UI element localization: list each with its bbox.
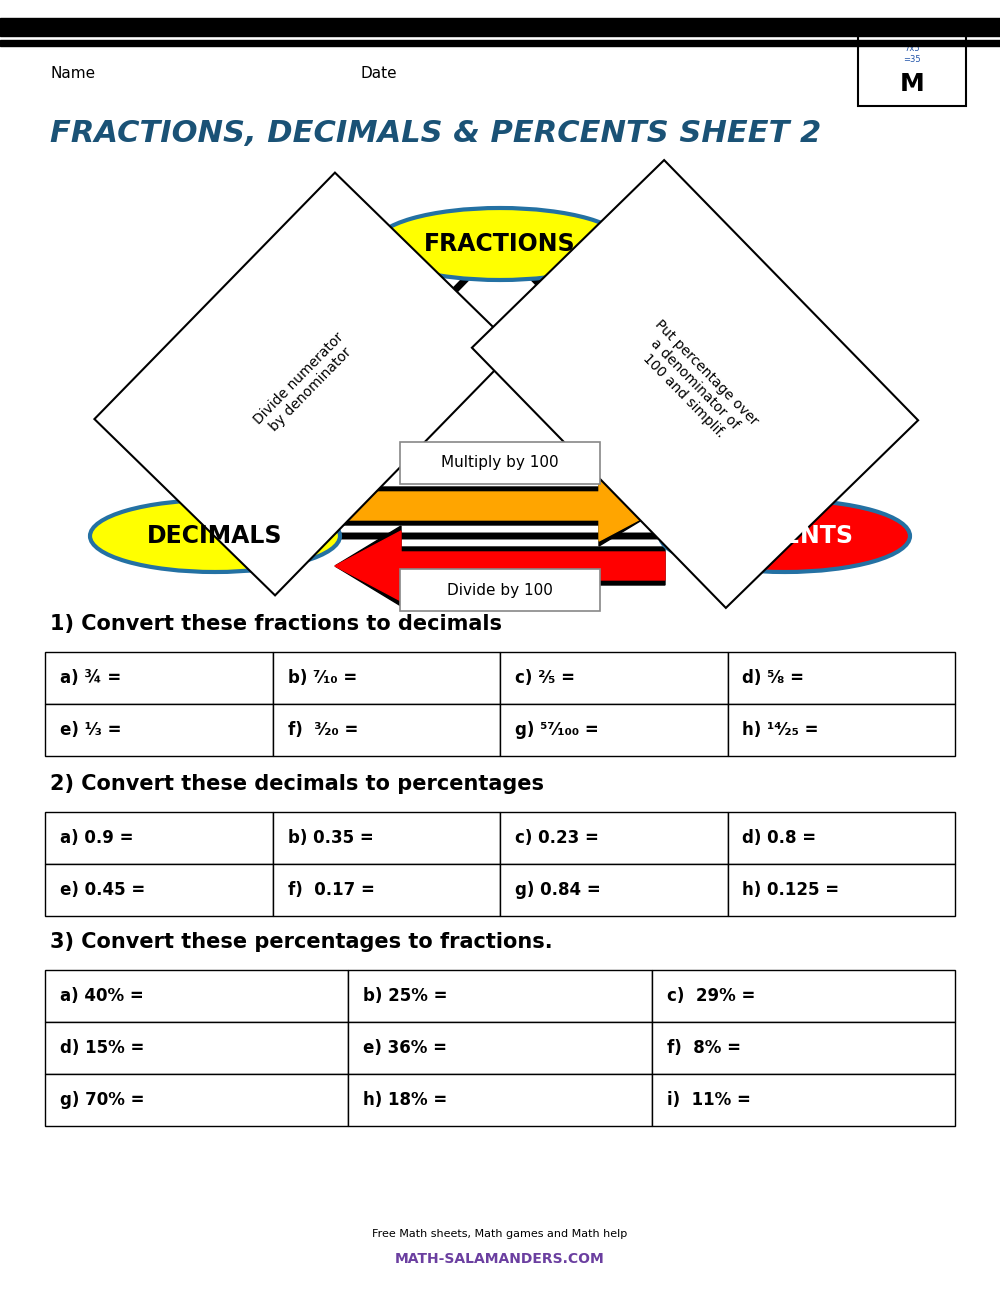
- Bar: [652, 970, 955, 1022]
- FancyArrow shape: [335, 525, 665, 606]
- Text: f)  0.17 =: f) 0.17 =: [288, 881, 374, 899]
- Bar: [45, 1074, 348, 1126]
- Bar: [652, 1074, 955, 1126]
- Text: g) ⁵⁷⁄₁₀₀ =: g) ⁵⁷⁄₁₀₀ =: [515, 721, 599, 739]
- Bar: [728, 652, 955, 704]
- Text: c) 0.23 =: c) 0.23 =: [515, 829, 599, 848]
- Text: b) ⁷⁄₁₀ =: b) ⁷⁄₁₀ =: [288, 669, 357, 687]
- Bar: [728, 704, 955, 756]
- FancyArrow shape: [245, 282, 456, 483]
- Bar: [0, 40, 1000, 47]
- Text: b) 25% =: b) 25% =: [363, 987, 448, 1005]
- Text: MATH-SALAMANDERS.COM: MATH-SALAMANDERS.COM: [395, 1253, 605, 1266]
- Bar: [45, 813, 272, 864]
- FancyArrow shape: [335, 471, 665, 541]
- Ellipse shape: [375, 208, 625, 280]
- Text: Μ: Μ: [900, 72, 924, 96]
- Bar: [348, 1022, 652, 1074]
- Text: c)  29% =: c) 29% =: [667, 987, 755, 1005]
- Text: f)  ³⁄₂₀ =: f) ³⁄₂₀ =: [288, 721, 358, 739]
- Text: Multiply by 100: Multiply by 100: [441, 455, 559, 471]
- Text: d) 15% =: d) 15% =: [60, 1039, 144, 1057]
- Text: h) 0.125 =: h) 0.125 =: [742, 881, 840, 899]
- Bar: [272, 652, 500, 704]
- Bar: [45, 1022, 348, 1074]
- Text: i)  11% =: i) 11% =: [667, 1091, 751, 1109]
- Text: 1) Convert these fractions to decimals: 1) Convert these fractions to decimals: [50, 613, 502, 634]
- Text: PERCENTS: PERCENTS: [716, 524, 854, 547]
- FancyArrow shape: [245, 285, 453, 481]
- Bar: [272, 704, 500, 756]
- Text: Date: Date: [360, 66, 397, 82]
- Text: DECIMALS: DECIMALS: [147, 524, 283, 547]
- Text: Put percentage over
a denominator of
100 and simplif.: Put percentage over a denominator of 100…: [629, 317, 761, 450]
- Text: 2) Convert these decimals to percentages: 2) Convert these decimals to percentages: [50, 774, 544, 795]
- Text: 7x5
=35: 7x5 =35: [903, 44, 921, 63]
- Bar: [652, 1022, 955, 1074]
- Text: FRACTIONS, DECIMALS & PERCENTS SHEET 2: FRACTIONS, DECIMALS & PERCENTS SHEET 2: [50, 119, 821, 149]
- Bar: [500, 652, 728, 704]
- Bar: [858, 26, 966, 106]
- Text: FRACTIONS: FRACTIONS: [424, 232, 576, 256]
- Bar: [400, 443, 600, 484]
- Text: e) ¹⁄₃ =: e) ¹⁄₃ =: [60, 721, 122, 739]
- Bar: [45, 970, 348, 1022]
- Ellipse shape: [660, 499, 910, 572]
- Text: g) 70% =: g) 70% =: [60, 1091, 144, 1109]
- Text: g) 0.84 =: g) 0.84 =: [515, 881, 601, 899]
- Text: c) ²⁄₅ =: c) ²⁄₅ =: [515, 669, 575, 687]
- Bar: [272, 813, 500, 864]
- Bar: [728, 813, 955, 864]
- Text: Divide numerator
by denominator: Divide numerator by denominator: [252, 330, 358, 439]
- Bar: [45, 652, 272, 704]
- Text: b) 0.35 =: b) 0.35 =: [288, 829, 373, 848]
- Bar: [400, 569, 600, 611]
- Bar: [348, 970, 652, 1022]
- FancyArrow shape: [335, 531, 665, 600]
- Text: h) ¹⁴⁄₂₅ =: h) ¹⁴⁄₂₅ =: [742, 721, 819, 739]
- Bar: [500, 813, 728, 864]
- Text: a) 40% =: a) 40% =: [60, 987, 144, 1005]
- Bar: [0, 18, 1000, 36]
- Text: e) 0.45 =: e) 0.45 =: [60, 881, 145, 899]
- Ellipse shape: [90, 499, 340, 572]
- Text: f)  8% =: f) 8% =: [667, 1039, 741, 1057]
- Text: a) ¾ =: a) ¾ =: [60, 669, 121, 687]
- Text: d) 0.8 =: d) 0.8 =: [742, 829, 817, 848]
- FancyArrow shape: [335, 466, 665, 546]
- Text: Name: Name: [50, 66, 95, 82]
- Text: Divide by 100: Divide by 100: [447, 582, 553, 598]
- Text: 3) Convert these percentages to fractions.: 3) Convert these percentages to fraction…: [50, 932, 553, 952]
- Bar: [348, 1074, 652, 1126]
- Text: e) 36% =: e) 36% =: [363, 1039, 447, 1057]
- Text: d) ⁵⁄₈ =: d) ⁵⁄₈ =: [742, 669, 804, 687]
- Text: h) 18% =: h) 18% =: [363, 1091, 448, 1109]
- Bar: [45, 864, 272, 916]
- FancyArrow shape: [565, 296, 846, 497]
- Bar: [500, 704, 728, 756]
- Text: a) 0.9 =: a) 0.9 =: [60, 829, 134, 848]
- FancyArrow shape: [565, 292, 848, 501]
- Bar: [272, 864, 500, 916]
- Text: Free Math sheets, Math games and Math help: Free Math sheets, Math games and Math he…: [372, 1229, 628, 1238]
- Bar: [45, 704, 272, 756]
- Bar: [500, 864, 728, 916]
- Bar: [728, 864, 955, 916]
